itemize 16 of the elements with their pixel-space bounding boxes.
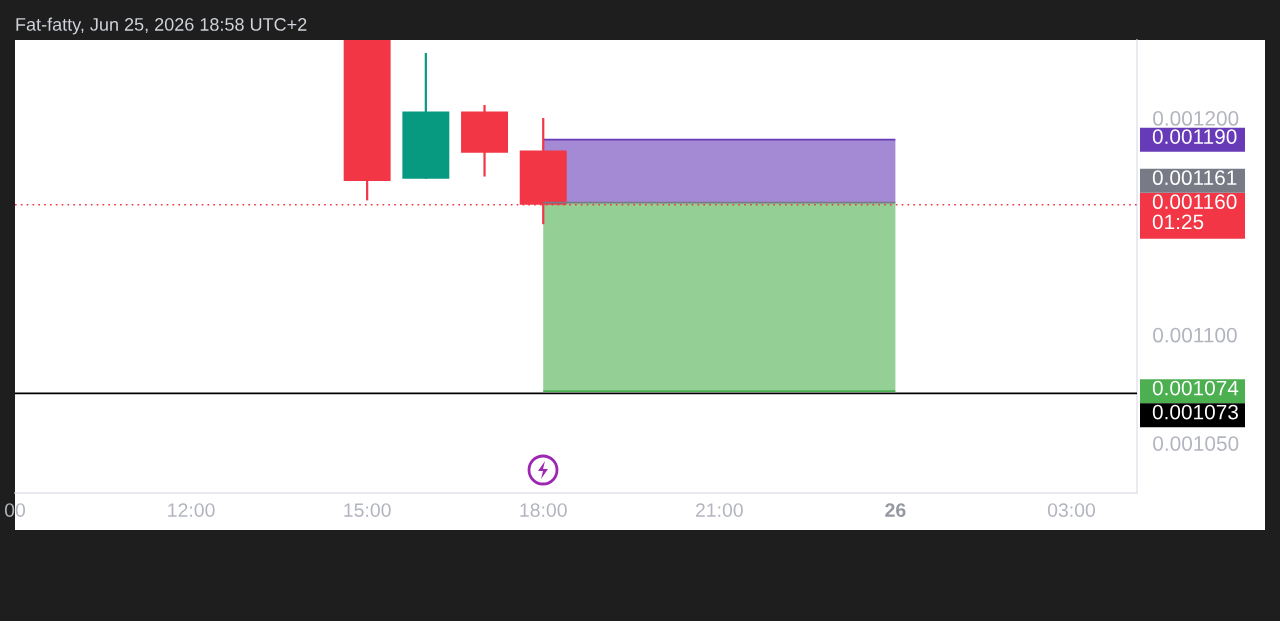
text: 0.001190	[1152, 129, 1237, 145]
y-tick-label: 0.001200	[1153, 111, 1239, 126]
x-tick-label: 12:00	[168, 503, 215, 517]
ref-line-label: 0.001073	[1152, 404, 1238, 420]
text: 0.001161	[1152, 170, 1237, 186]
y-tick-label: 0.001050	[1153, 436, 1239, 451]
x-tick-label: 00	[4, 503, 26, 517]
y-tick-label: 0.001100	[1153, 327, 1237, 343]
x-tick-label: 15:00	[344, 503, 391, 517]
x-tick-label: 21:00	[695, 503, 743, 517]
x-tick-label: 18:00	[520, 503, 567, 517]
x-tick-label: 03:00	[1047, 503, 1096, 517]
text: 0.001074	[1152, 380, 1239, 396]
ref-line-label: 0.001160 01:25	[1152, 194, 1237, 230]
x-tick-label: 26	[885, 503, 906, 517]
chart-title: Fat-fatty, Jun 25, 2026 18:58 UTC+2	[16, 17, 307, 35]
